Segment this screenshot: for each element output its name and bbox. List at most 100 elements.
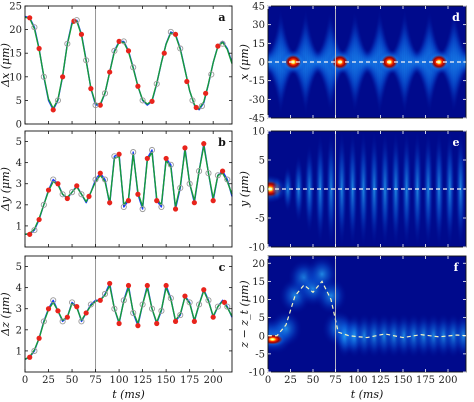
axes-frame [267, 255, 467, 373]
data-point-red [27, 354, 33, 360]
data-point-red [36, 216, 42, 223]
data-point-open [101, 176, 109, 183]
x-axis-label: t (ms) [112, 388, 145, 401]
y-tick-label: 5 [16, 262, 22, 273]
data-point-red [107, 69, 113, 75]
data-point-open [50, 176, 57, 183]
y-tick-label: 25 [9, 2, 22, 13]
data-point-open [111, 305, 118, 312]
plot-background [25, 256, 232, 372]
data-point-open [68, 189, 76, 196]
y-tick-label: 20 [252, 259, 265, 270]
data-point-open [120, 297, 127, 304]
data-point-red [88, 86, 94, 92]
data-point-open [31, 24, 38, 31]
y-axis-label: Δz (μm) [0, 292, 12, 336]
data-point-open [59, 191, 66, 198]
panel-e: -10 -5 0 5 10 y (μm) e [238, 127, 467, 254]
data-point-red [201, 287, 207, 293]
x-tick-label: 75 [329, 375, 342, 386]
data-point-red [201, 141, 207, 147]
x-tick-label: 100 [348, 375, 367, 386]
data-point-open [130, 64, 137, 71]
data-point-open [83, 57, 90, 64]
data-point-open [101, 290, 109, 298]
data-point-open [158, 307, 165, 314]
data-point-red [172, 31, 179, 37]
data-point-red [191, 318, 197, 324]
y-tick-label: -15 [249, 76, 265, 87]
y-tick-label: 45 [252, 2, 265, 13]
data-point-open [59, 318, 66, 325]
plot-background [25, 131, 232, 247]
y-tick-label: 2 [16, 200, 22, 211]
y-tick-label: 5 [16, 96, 22, 107]
y-tick-label: 3 [16, 304, 22, 315]
data-point-open [186, 299, 193, 306]
y-tick-label: 15 [252, 277, 265, 288]
y-tick-label: -10 [249, 243, 265, 254]
data-point-red [219, 168, 226, 174]
y-tick-label: 5 [259, 313, 265, 324]
data-point-red [60, 74, 66, 80]
intensity-band [401, 131, 412, 247]
data-point-red [193, 104, 199, 111]
data-point-open [153, 80, 160, 87]
data-point-red [83, 310, 89, 316]
data-point-red [125, 282, 132, 289]
data-point-open [73, 17, 80, 24]
panel-b: 1 2 3 4 5 Δy (μm) b [0, 130, 233, 248]
x-tick-label: 75 [89, 375, 102, 386]
axes-frame [24, 255, 233, 373]
panel-letter: d [452, 11, 460, 24]
data-point-red [107, 200, 113, 206]
y-tick-label: 0 [259, 185, 265, 196]
data-point-red [163, 282, 169, 289]
x-tick-label: 200 [204, 375, 223, 386]
data-point-red [36, 335, 42, 341]
y-tick-label: 30 [252, 20, 265, 31]
x-tick-label: 100 [110, 375, 129, 386]
data-point-open [186, 180, 193, 187]
data-point-open [196, 301, 203, 308]
data-point-open [167, 28, 174, 36]
y-axis-label: z − z_t (μm) [238, 280, 251, 348]
data-point-red [154, 320, 160, 327]
x-tick-label: 0 [265, 375, 271, 386]
x-tick-label: 125 [133, 375, 152, 386]
x-tick-label: 25 [284, 375, 297, 386]
data-point-red [144, 155, 150, 162]
data-point-red [107, 280, 113, 287]
data-point-red [36, 45, 42, 52]
x-tick-label: 50 [66, 375, 79, 386]
panel-d: -45 -30 -15 0 15 30 45 x (μm) d [238, 2, 467, 125]
data-point-red [97, 297, 103, 303]
y-tick-label: 20 [9, 25, 22, 36]
data-point-open [208, 71, 215, 78]
y-tick-label: 10 [252, 295, 265, 306]
data-point-open [78, 318, 85, 325]
y-tick-label: 15 [252, 39, 265, 50]
data-point-open [219, 40, 226, 47]
y-tick-label: 5 [16, 137, 22, 148]
data-point-open [167, 295, 174, 302]
hot-spot [285, 55, 302, 69]
data-point-open [198, 103, 205, 110]
y-axis-label: y (μm) [238, 171, 251, 208]
panel-c: 0 25 50 75 100 125 150 175 200 1 2 3 4 5 Δz (μm) t (ms)… [0, 255, 233, 401]
data-point-red [149, 98, 155, 104]
data-point-red [182, 293, 188, 299]
intensity-band [380, 131, 390, 247]
data-point-red [74, 304, 80, 310]
y-tick-label: -30 [249, 95, 265, 106]
data-point-open [130, 149, 137, 156]
heatmap-field [268, 131, 466, 247]
panel-a: 0 5 10 15 20 25 Δx (μm) a [0, 2, 233, 131]
data-point-open [224, 303, 231, 310]
data-point-open [177, 45, 184, 52]
data-point-open [224, 176, 231, 183]
data-point-red [203, 90, 209, 96]
y-tick-label: 4 [16, 158, 22, 169]
data-point-red [182, 145, 188, 151]
